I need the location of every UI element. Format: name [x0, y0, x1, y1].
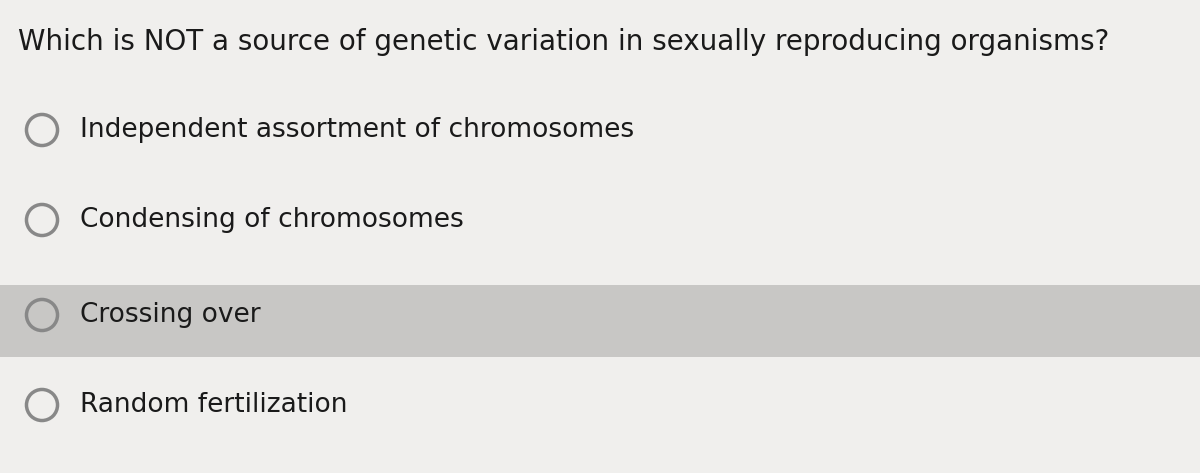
Point	[32, 216, 52, 224]
Text: Condensing of chromosomes: Condensing of chromosomes	[80, 207, 463, 233]
Text: Which is NOT a source of genetic variation in sexually reproducing organisms?: Which is NOT a source of genetic variati…	[18, 28, 1109, 56]
Point	[32, 126, 52, 134]
Point	[32, 401, 52, 409]
Point	[32, 311, 52, 319]
FancyBboxPatch shape	[0, 285, 1200, 357]
Text: Independent assortment of chromosomes: Independent assortment of chromosomes	[80, 117, 634, 143]
Text: Random fertilization: Random fertilization	[80, 392, 348, 418]
Text: Crossing over: Crossing over	[80, 302, 260, 328]
